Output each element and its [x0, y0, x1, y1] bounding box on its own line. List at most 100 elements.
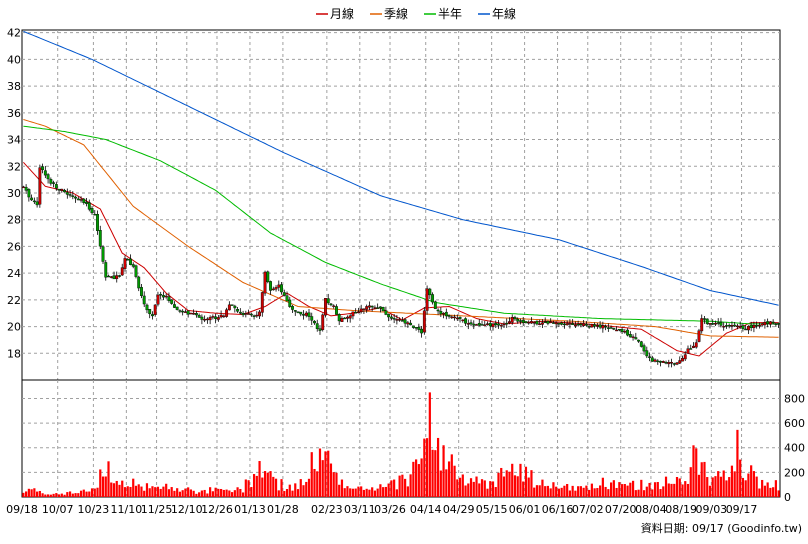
candle-body-220 [626, 329, 630, 336]
volume-bar-120 [351, 488, 355, 497]
volume-bar-41 [134, 485, 138, 497]
volume-bar-127 [371, 487, 374, 497]
candle-136 [395, 314, 399, 325]
volume-bar-188 [538, 485, 541, 497]
candle-body-201 [573, 324, 577, 327]
volume-bar-198 [566, 484, 569, 497]
volume-bar-24 [88, 491, 91, 497]
candle-213 [606, 323, 610, 332]
candle-146 [422, 307, 426, 335]
candle-body-7 [41, 166, 45, 170]
volume-bar-146 [423, 438, 426, 497]
candle-body-88 [263, 271, 267, 294]
candle-46 [148, 308, 152, 319]
candle-body-245 [694, 342, 698, 348]
volume-bar-193 [552, 482, 555, 497]
volume-bar-203 [579, 486, 582, 497]
volume-bar-275 [777, 490, 780, 497]
candle-0 [21, 185, 25, 189]
volume-bar-223 [634, 490, 637, 497]
candle-body-140 [406, 322, 410, 325]
candle-body-165 [475, 324, 478, 326]
candle-155 [447, 314, 451, 319]
candle-body-81 [244, 313, 248, 315]
candle-142 [411, 325, 415, 329]
volume-bar-264 [747, 473, 750, 497]
legend-label-1: 季線 [384, 6, 408, 21]
candle-82 [247, 309, 251, 315]
volume-bar-103 [305, 481, 308, 497]
candle-91 [271, 286, 275, 291]
candle-body-222 [631, 336, 635, 338]
candle-36 [120, 263, 124, 276]
candle-body-229 [650, 357, 654, 362]
volume-bar-7 [41, 493, 44, 497]
candle-body-20 [76, 198, 80, 201]
candle-body-57 [178, 310, 182, 312]
volume-bar-114 [335, 472, 338, 497]
candle-132 [384, 306, 388, 316]
volume-bar-128 [373, 490, 377, 497]
x-tick-label-3: 11/10 [111, 503, 143, 516]
candle-251 [711, 319, 715, 325]
candle-149 [431, 292, 435, 305]
volume-bar-117 [343, 488, 346, 497]
candle-body-141 [409, 322, 413, 326]
candle-196 [560, 321, 564, 326]
candle-28 [98, 225, 102, 250]
candle-110 [324, 298, 327, 318]
candle-body-216 [615, 329, 619, 332]
candle-216 [615, 326, 619, 332]
candle-96 [285, 291, 289, 302]
candle-242 [686, 345, 690, 354]
volume-bar-56 [176, 488, 179, 497]
candle-body-136 [395, 319, 399, 321]
volume-bar-239 [678, 478, 681, 497]
volume-bar-180 [516, 476, 519, 497]
candle-body-188 [538, 323, 542, 326]
volume-bar-272 [769, 487, 772, 497]
candle-body-25 [90, 208, 94, 214]
x-tick-label-22: 09/17 [726, 503, 758, 516]
candle-34 [115, 271, 119, 283]
volume-bar-157 [453, 465, 456, 497]
volume-bar-31 [107, 461, 110, 497]
volume-bar-8 [44, 494, 47, 497]
candle-160 [461, 319, 465, 323]
volume-bar-211 [601, 477, 604, 497]
volume-bar-174 [500, 467, 503, 497]
volume-bar-251 [711, 477, 714, 497]
volume-bar-48 [154, 487, 157, 497]
candle-body-37 [123, 258, 127, 269]
candle-body-162 [466, 323, 470, 325]
candle-body-256 [725, 325, 728, 327]
candle-body-180 [516, 318, 520, 322]
volume-bar-32 [110, 482, 113, 497]
candle-body-76 [230, 304, 234, 306]
candle-35 [118, 274, 121, 278]
volume-bar-77 [233, 490, 236, 497]
volume-bar-245 [695, 448, 698, 497]
candle-body-242 [686, 348, 690, 354]
volume-bar-256 [725, 480, 728, 497]
candle-body-3 [30, 197, 34, 201]
candle-220 [626, 328, 630, 337]
volume-bar-165 [475, 476, 478, 497]
candle-121 [354, 308, 358, 314]
volume-bar-151 [436, 437, 440, 497]
ma-line-2 [23, 125, 779, 325]
candle-92 [274, 285, 278, 292]
candle-body-45 [145, 304, 149, 311]
candle-22 [82, 198, 86, 205]
volume-bar-4 [33, 488, 36, 497]
candle-body-193 [551, 322, 555, 324]
x-tick-label-20: 08/19 [665, 503, 697, 516]
candle-body-171 [491, 323, 495, 328]
candle-body-112 [329, 303, 333, 306]
volume-bar-190 [544, 486, 547, 497]
candle-body-5 [35, 201, 39, 206]
volume-bar-26 [93, 488, 96, 497]
volume-bar-173 [497, 472, 500, 497]
volume-bar-71 [217, 488, 220, 497]
candle-115 [337, 313, 341, 325]
